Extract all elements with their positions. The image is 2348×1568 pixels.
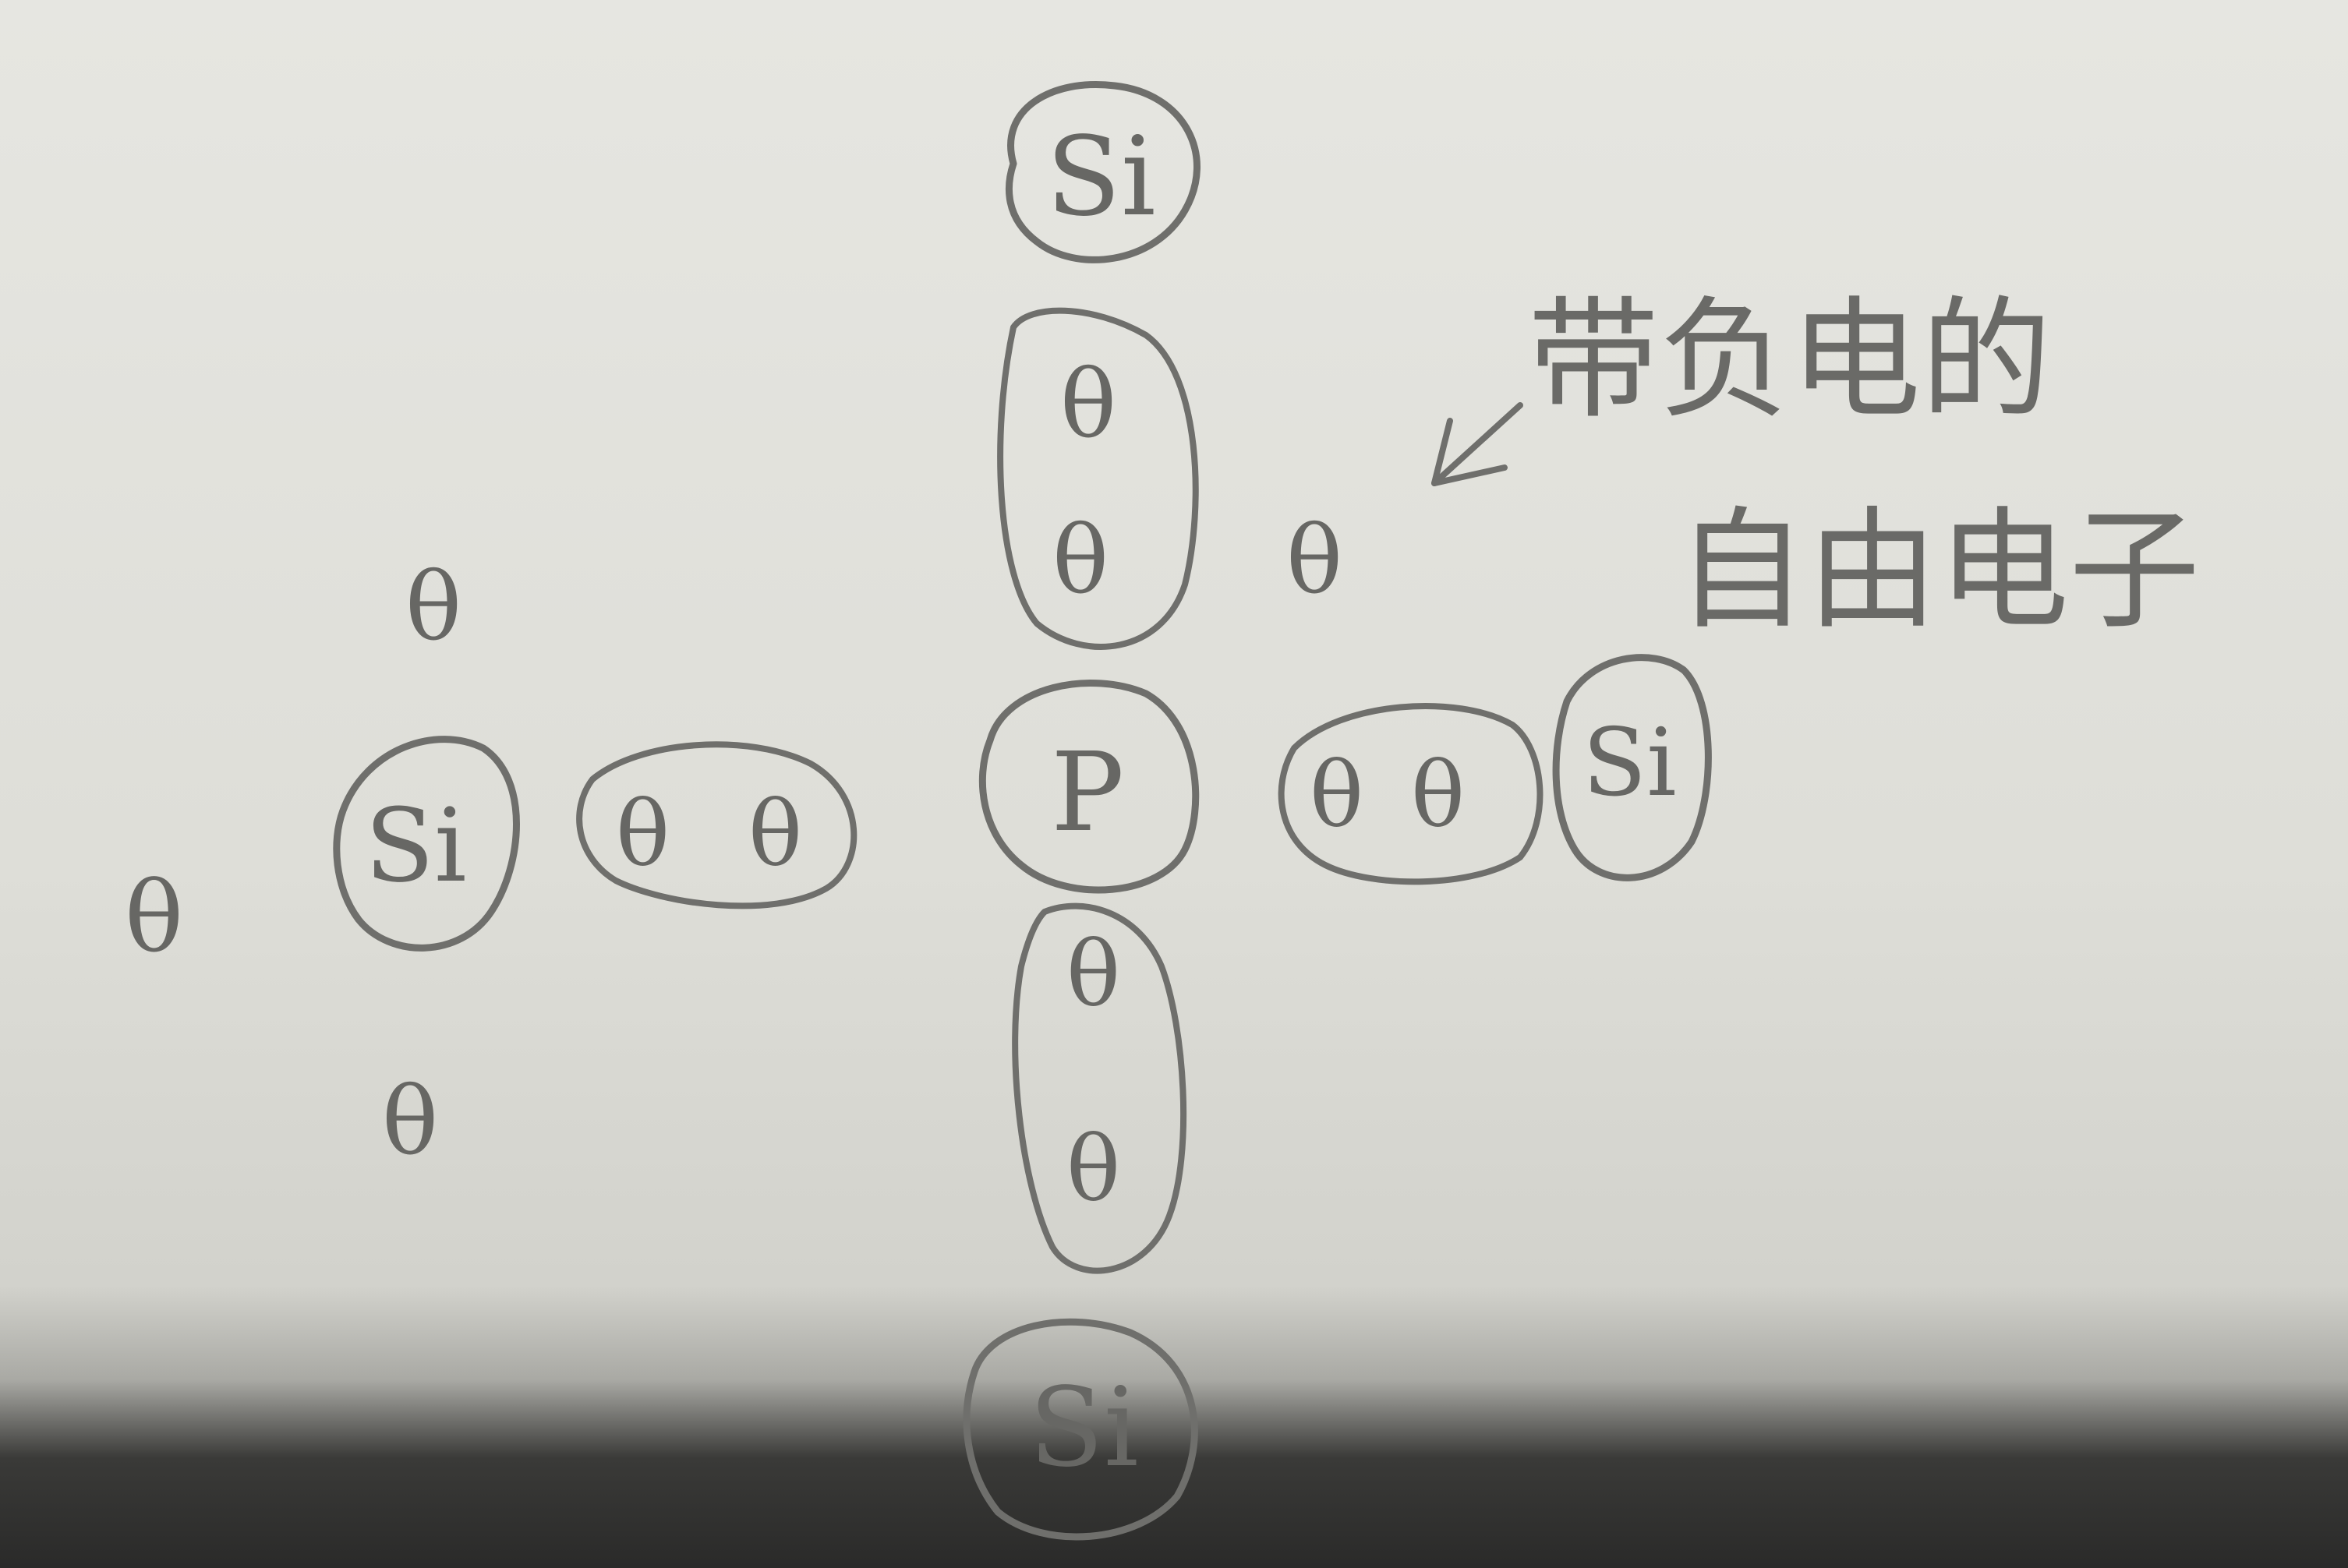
phosphorus-atom-center: P [978, 680, 1200, 894]
electron-symbol: θ [616, 782, 670, 887]
electron-symbol: θ [1411, 743, 1465, 848]
shared-electron-pair-upper: θ θ [997, 307, 1199, 650]
electron-symbol: θ [1052, 507, 1109, 615]
electron-symbol: θ [1066, 1118, 1120, 1222]
p-center-label: P [1051, 729, 1124, 856]
free-electron-highlighted: θ [1286, 507, 1342, 615]
si-atom-right: Si [1552, 654, 1712, 881]
electron-symbol: θ [1066, 923, 1120, 1027]
electron-symbol: θ [748, 782, 802, 887]
svg-text:θ: θ [382, 1068, 438, 1176]
free-electron: θ [382, 1068, 438, 1176]
si-atom-bottom: Si [963, 1318, 1198, 1541]
arrow-icon [1431, 402, 1523, 486]
annotation-line2: 自由电子 [1676, 494, 2200, 647]
si-atom-top: Si [1005, 81, 1201, 263]
shared-electron-pair-lower: θ θ [1012, 902, 1187, 1274]
svg-text:θ: θ [125, 861, 183, 974]
si-bottom-label: Si [1029, 1365, 1139, 1492]
annotation-line1: 带负电的 [1528, 284, 2052, 436]
annotation-text: 带负电的 自由电子 [1528, 284, 2200, 647]
si-right-label: Si [1582, 709, 1677, 818]
free-electron: θ [405, 553, 461, 662]
shared-electron-pair-right: θ θ [1278, 703, 1544, 885]
si-top-label: Si [1046, 114, 1156, 241]
si-atom-left: Si [333, 736, 520, 952]
svg-text:θ: θ [1286, 507, 1342, 615]
electron-symbol: θ [1310, 743, 1363, 848]
si-left-label: Si [365, 786, 467, 905]
free-electron: θ [125, 861, 183, 974]
svg-text:θ: θ [405, 553, 461, 662]
shared-electron-pair-left: θ θ [576, 741, 858, 909]
electron-symbol: θ [1060, 351, 1116, 459]
